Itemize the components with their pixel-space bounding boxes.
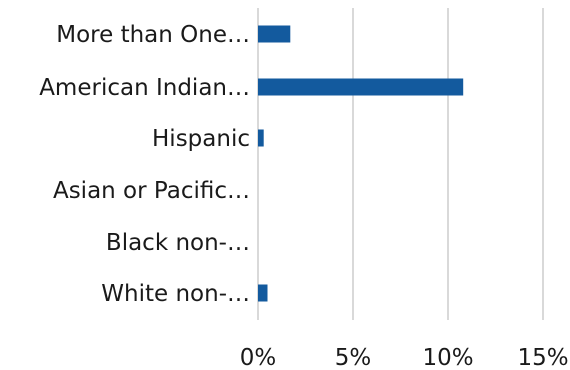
x-tick-labels: 0% 5% 10% 15% bbox=[240, 345, 569, 370]
category-label: Hispanic bbox=[152, 126, 250, 152]
bar bbox=[258, 129, 264, 147]
category-label: Black non-… bbox=[106, 230, 250, 256]
x-tick-label: 10% bbox=[422, 345, 473, 370]
category-label: More than One… bbox=[56, 22, 250, 48]
category-label: White non-… bbox=[101, 281, 250, 307]
category-label: Asian or Pacific… bbox=[53, 178, 250, 204]
x-tick-label: 0% bbox=[240, 345, 277, 370]
bars bbox=[258, 25, 464, 302]
category-label: American Indian… bbox=[39, 75, 250, 101]
category-labels: More than One… American Indian… Hispanic As… bbox=[39, 22, 250, 307]
gridlines bbox=[257, 8, 544, 320]
bar bbox=[258, 78, 464, 96]
x-tick-label: 5% bbox=[335, 345, 372, 370]
bar bbox=[258, 25, 291, 43]
x-tick-label: 15% bbox=[517, 345, 568, 370]
bar bbox=[258, 284, 268, 302]
